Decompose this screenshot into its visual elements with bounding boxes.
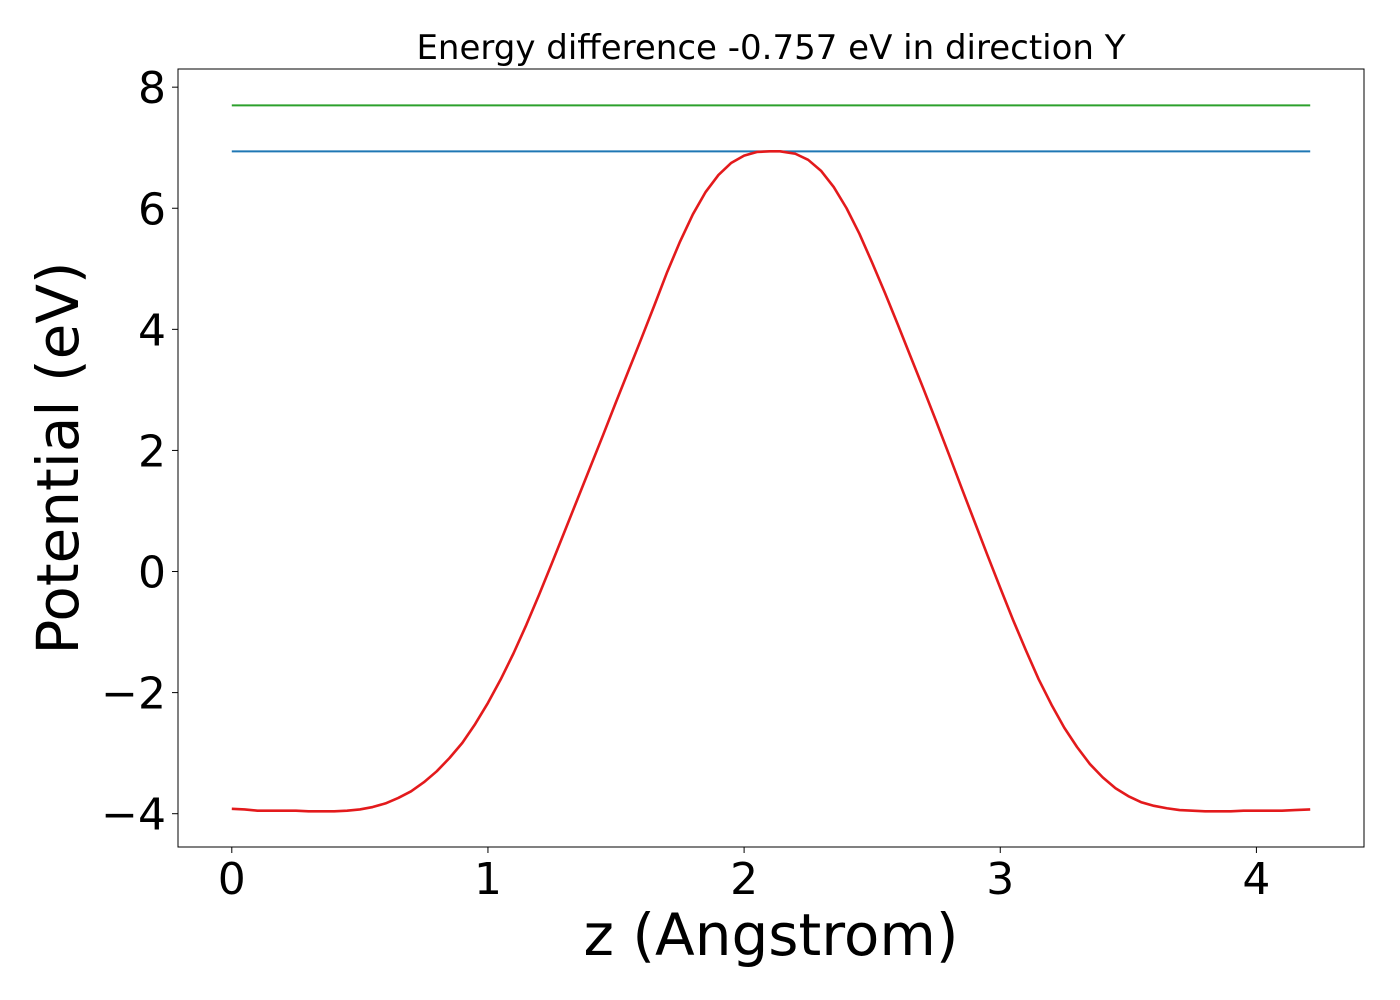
y-tick-label: 6 xyxy=(138,184,166,235)
series-layer xyxy=(231,104,1311,813)
y-tick-label: 4 xyxy=(138,305,166,356)
x-tick-label: 2 xyxy=(730,854,758,905)
x-tick-label: 1 xyxy=(474,854,502,905)
y-tick-label: 0 xyxy=(138,548,166,599)
potential-curve xyxy=(231,150,1311,813)
chart-title: Energy difference -0.757 eV in direction… xyxy=(416,28,1125,68)
x-axis-ticks: 0 1 2 3 4 xyxy=(218,847,1270,905)
x-axis-label: z (Angstrom) xyxy=(584,901,959,969)
y-axis-label: Potential (eV) xyxy=(24,261,92,654)
x-tick-label: 4 xyxy=(1242,854,1270,905)
y-tick-label: 2 xyxy=(138,426,166,477)
y-tick-label: −4 xyxy=(101,790,166,841)
y-tick-label: −2 xyxy=(101,669,166,720)
y-tick-label: 8 xyxy=(138,63,166,114)
y-axis-ticks: −4 −2 0 2 4 6 8 xyxy=(101,63,178,841)
plot-area-frame xyxy=(177,68,1365,848)
x-tick-label: 0 xyxy=(218,854,246,905)
x-tick-label: 3 xyxy=(986,854,1014,905)
